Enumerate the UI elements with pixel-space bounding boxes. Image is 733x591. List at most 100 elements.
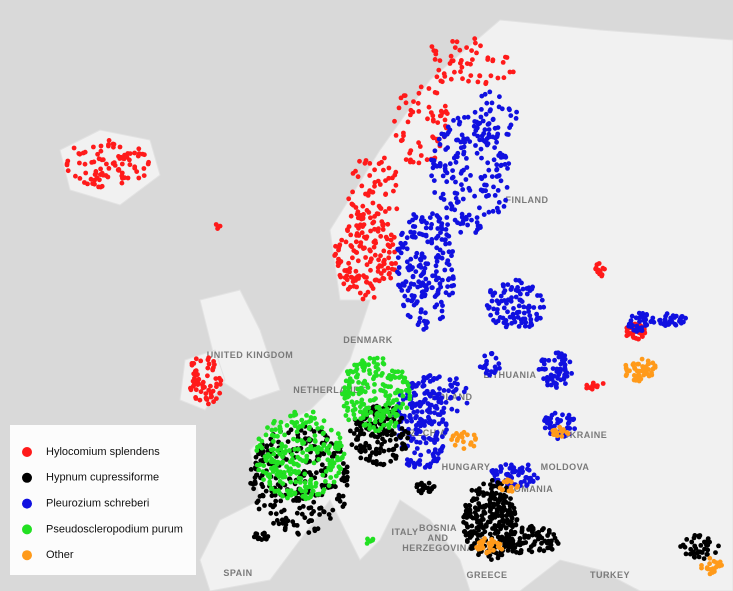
sample-point bbox=[446, 129, 451, 135]
sample-point bbox=[549, 412, 555, 418]
sample-point bbox=[486, 193, 491, 198]
sample-point bbox=[488, 107, 493, 113]
sample-point bbox=[366, 190, 371, 196]
sample-point bbox=[443, 147, 449, 152]
sample-point bbox=[469, 498, 475, 504]
sample-point bbox=[555, 433, 560, 439]
sample-point bbox=[713, 550, 718, 555]
sample-point bbox=[372, 214, 377, 219]
sample-point bbox=[468, 173, 473, 178]
sample-point bbox=[355, 174, 361, 180]
sample-point bbox=[445, 258, 451, 263]
sample-point bbox=[439, 221, 445, 227]
sample-point bbox=[458, 139, 464, 145]
sample-point bbox=[380, 371, 385, 376]
sample-point bbox=[461, 429, 467, 435]
sample-point bbox=[119, 161, 125, 167]
sample-point bbox=[475, 546, 481, 552]
sample-point bbox=[635, 361, 641, 367]
sample-point bbox=[370, 286, 376, 291]
sample-point bbox=[536, 367, 542, 372]
sample-point bbox=[475, 223, 481, 229]
sample-point bbox=[362, 274, 368, 280]
sample-point bbox=[484, 550, 490, 556]
sample-point bbox=[359, 230, 365, 236]
sample-point bbox=[390, 408, 396, 414]
sample-point bbox=[311, 429, 317, 434]
sample-point bbox=[399, 415, 405, 421]
sample-point bbox=[294, 461, 300, 467]
sample-point bbox=[528, 317, 534, 322]
sample-point bbox=[429, 421, 435, 427]
sample-point bbox=[484, 182, 489, 188]
sample-point bbox=[682, 544, 688, 550]
sample-point bbox=[370, 200, 376, 206]
sample-point bbox=[464, 45, 469, 50]
sample-point bbox=[511, 306, 516, 311]
sample-point bbox=[537, 305, 543, 310]
sample-point bbox=[505, 166, 510, 171]
sample-point bbox=[476, 491, 482, 497]
sample-point bbox=[649, 372, 655, 378]
country-label: UKRAINE bbox=[563, 430, 608, 440]
sample-point bbox=[261, 477, 266, 482]
sample-point bbox=[381, 268, 387, 273]
sample-point bbox=[381, 408, 387, 414]
sample-point bbox=[378, 271, 384, 276]
sample-point bbox=[116, 167, 122, 172]
sample-point bbox=[277, 426, 283, 432]
sample-point bbox=[434, 259, 440, 264]
sample-point bbox=[300, 450, 306, 455]
sample-point bbox=[707, 555, 713, 561]
sample-point bbox=[269, 486, 275, 491]
sample-point bbox=[696, 554, 702, 560]
sample-point bbox=[309, 484, 314, 490]
sample-point bbox=[445, 284, 450, 289]
sample-point bbox=[271, 464, 277, 470]
sample-point bbox=[348, 428, 353, 434]
sample-point bbox=[429, 157, 434, 163]
sample-point bbox=[452, 217, 458, 223]
sample-point bbox=[367, 426, 372, 432]
sample-point bbox=[444, 215, 450, 220]
sample-point bbox=[482, 353, 488, 359]
sample-point bbox=[489, 537, 495, 542]
sample-point bbox=[498, 178, 504, 184]
sample-point bbox=[429, 402, 434, 408]
sample-point bbox=[541, 304, 547, 310]
sample-point bbox=[363, 440, 369, 446]
sample-point bbox=[381, 361, 387, 367]
sample-point bbox=[699, 565, 704, 571]
sample-point bbox=[349, 275, 355, 280]
sample-point bbox=[507, 69, 513, 75]
sample-point bbox=[646, 367, 651, 372]
sample-point bbox=[459, 182, 464, 188]
sample-point bbox=[559, 429, 565, 434]
sample-point bbox=[468, 510, 473, 516]
sample-point bbox=[412, 224, 418, 230]
sample-point bbox=[353, 268, 359, 274]
sample-point bbox=[642, 321, 648, 326]
sample-point bbox=[262, 503, 267, 508]
sample-point bbox=[300, 441, 305, 446]
sample-point bbox=[552, 535, 558, 541]
sample-point bbox=[538, 293, 543, 298]
country-label: TURKEY bbox=[590, 570, 630, 580]
sample-point bbox=[374, 446, 379, 452]
sample-point bbox=[210, 367, 216, 373]
sample-point bbox=[268, 459, 274, 464]
sample-point bbox=[354, 362, 360, 368]
sample-point bbox=[404, 235, 410, 241]
sample-point bbox=[418, 423, 423, 429]
sample-point bbox=[504, 55, 510, 60]
sample-point bbox=[554, 369, 560, 374]
sample-point bbox=[670, 313, 676, 319]
sample-point bbox=[414, 439, 419, 445]
sample-point bbox=[641, 372, 647, 378]
country-label: FINLAND bbox=[506, 195, 549, 205]
sample-point bbox=[560, 412, 565, 418]
sample-point bbox=[423, 276, 429, 282]
sample-point bbox=[498, 163, 504, 169]
sample-point bbox=[364, 382, 370, 387]
sample-point bbox=[434, 394, 440, 400]
